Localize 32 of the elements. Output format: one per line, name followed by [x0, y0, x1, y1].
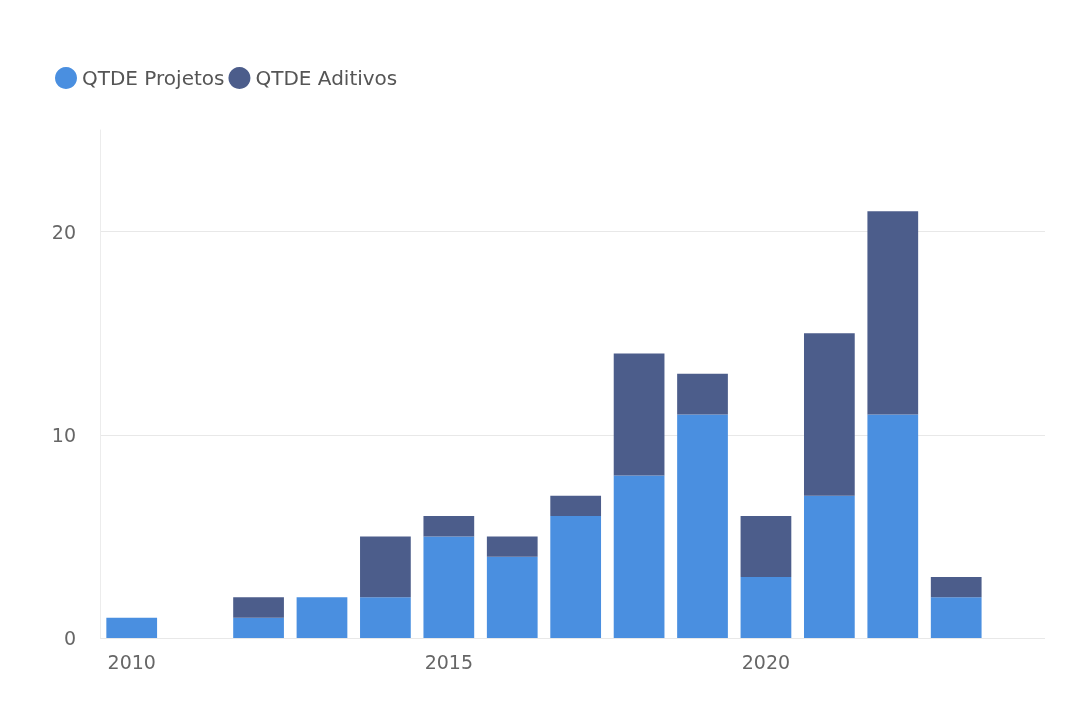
- bar: [550, 495, 602, 517]
- x-tick-label: 2010: [107, 650, 156, 673]
- legend-label: QTDE Projetos: [82, 66, 225, 90]
- bar: [423, 516, 475, 537]
- bar: [233, 617, 284, 638]
- bar: [486, 536, 538, 557]
- bar: [867, 414, 919, 638]
- legend-label: QTDE Aditivos: [255, 66, 398, 90]
- bar: [486, 556, 538, 638]
- bar: [740, 516, 792, 578]
- bar: [233, 597, 284, 618]
- y-tick-label: 0: [63, 627, 76, 649]
- x-tick-label: 2020: [741, 650, 791, 673]
- bar: [677, 373, 728, 415]
- bar: [106, 617, 158, 638]
- bar: [550, 516, 602, 638]
- bar: [740, 577, 792, 638]
- bar: [803, 333, 855, 496]
- bar: [930, 597, 982, 638]
- bar: [360, 536, 411, 598]
- y-tick-label: 10: [51, 423, 76, 446]
- bar: [867, 211, 919, 415]
- bar: [677, 414, 728, 638]
- bar: [423, 536, 475, 638]
- bar: [296, 597, 348, 638]
- bar: [613, 353, 665, 476]
- x-tick-label: 2015: [424, 650, 474, 673]
- bar: [613, 475, 665, 638]
- bar: [803, 495, 855, 638]
- bar: [930, 577, 982, 598]
- y-tick-label: 20: [51, 220, 76, 243]
- bar: [360, 597, 411, 638]
